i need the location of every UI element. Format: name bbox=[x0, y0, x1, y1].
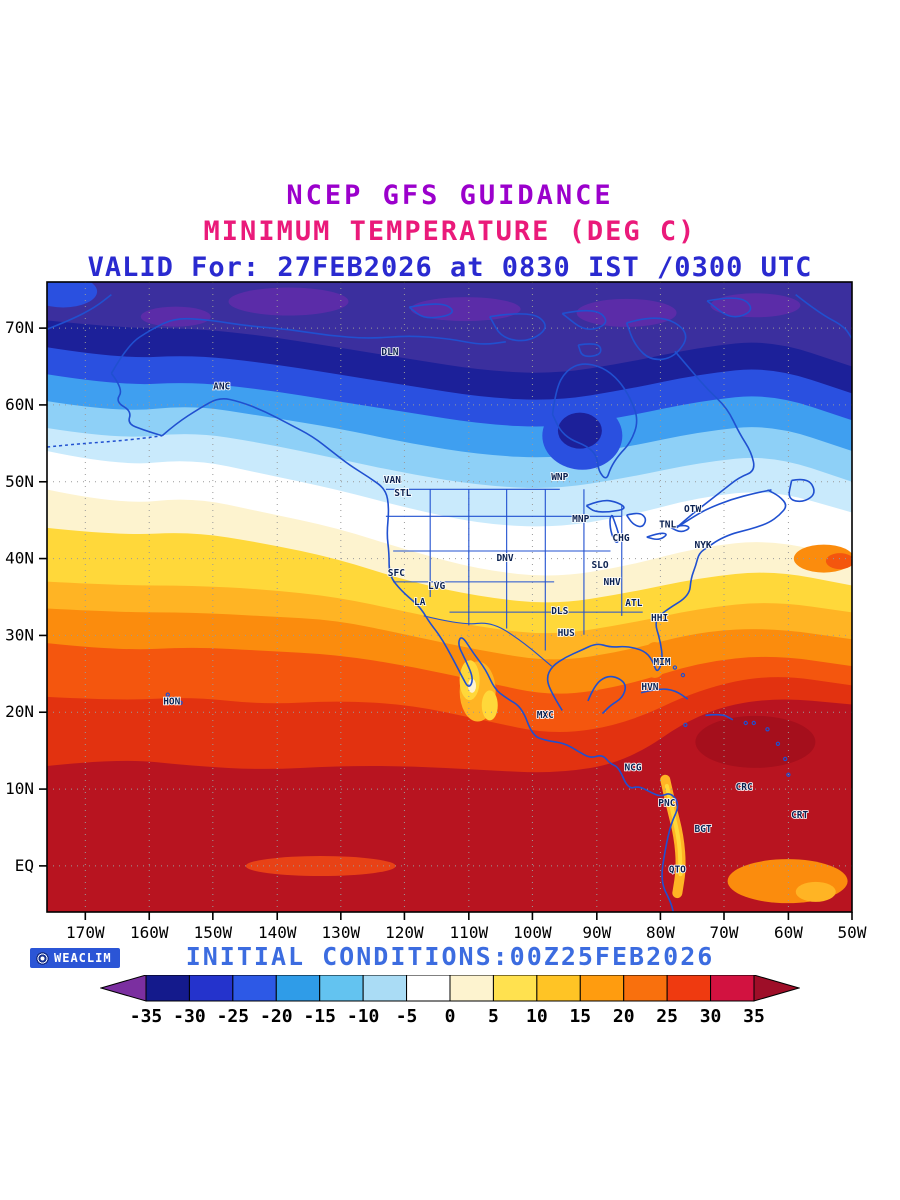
svg-text:MXC: MXC bbox=[537, 710, 554, 721]
svg-text:CRC: CRC bbox=[736, 782, 753, 793]
svg-text:DNV: DNV bbox=[496, 553, 513, 564]
colorbar: -35 -30 -25 -20 -15 -10 -5 0 5 10 15 20 25 30 35 bbox=[100, 975, 800, 1027]
svg-text:EQ: EQ bbox=[15, 856, 34, 875]
svg-text:-15: -15 bbox=[303, 1006, 336, 1027]
svg-text:CHG: CHG bbox=[612, 533, 629, 544]
svg-text:SLO: SLO bbox=[591, 560, 608, 571]
svg-text:80W: 80W bbox=[646, 923, 675, 942]
svg-text:120W: 120W bbox=[385, 923, 424, 942]
svg-text:20: 20 bbox=[613, 1006, 635, 1027]
svg-text:150W: 150W bbox=[194, 923, 233, 942]
svg-text:15: 15 bbox=[569, 1006, 591, 1027]
svg-text:110W: 110W bbox=[450, 923, 489, 942]
svg-text:HUS: HUS bbox=[558, 628, 575, 639]
svg-text:PNC: PNC bbox=[658, 798, 675, 809]
svg-text:ANC: ANC bbox=[213, 382, 230, 393]
svg-text:130W: 130W bbox=[322, 923, 361, 942]
svg-text:10: 10 bbox=[526, 1006, 548, 1027]
title-model: NCEP GFS GUIDANCE bbox=[286, 180, 614, 211]
svg-text:70W: 70W bbox=[710, 923, 739, 942]
initial-conditions-text: INITIAL CONDITIONS:00Z25FEB2026 bbox=[185, 942, 715, 971]
svg-text:MIM: MIM bbox=[653, 657, 670, 668]
svg-text:50W: 50W bbox=[838, 923, 867, 942]
svg-text:NCG: NCG bbox=[624, 762, 641, 773]
weaclim-logo-icon bbox=[36, 951, 49, 965]
svg-text:OTW: OTW bbox=[684, 504, 701, 515]
weaclim-label: WEACLIM bbox=[54, 951, 112, 965]
svg-text:60W: 60W bbox=[774, 923, 803, 942]
svg-text:50N: 50N bbox=[5, 472, 34, 491]
svg-text:STL: STL bbox=[394, 488, 411, 499]
svg-text:-20: -20 bbox=[260, 1006, 293, 1027]
svg-text:170W: 170W bbox=[66, 923, 105, 942]
svg-text:70N: 70N bbox=[5, 318, 34, 337]
svg-text:BGT: BGT bbox=[694, 824, 711, 835]
title-variable: MINIMUM TEMPERATURE (DEG C) bbox=[203, 216, 697, 247]
svg-text:HHI: HHI bbox=[651, 613, 668, 624]
svg-text:-10: -10 bbox=[347, 1006, 380, 1027]
svg-text:SFC: SFC bbox=[388, 568, 405, 579]
title-block: NCEP GFS GUIDANCE MINIMUM TEMPERATURE (D… bbox=[0, 180, 900, 283]
svg-text:30: 30 bbox=[700, 1006, 722, 1027]
svg-text:-30: -30 bbox=[173, 1006, 206, 1027]
svg-text:90W: 90W bbox=[582, 923, 611, 942]
svg-text:LA: LA bbox=[414, 597, 426, 608]
svg-text:-25: -25 bbox=[217, 1006, 250, 1027]
svg-text:CRT: CRT bbox=[791, 810, 808, 821]
temperature-map: DLN ANC VAN STL WNP MNP OTW TNL CHG NYK DNV SLO SFC L… bbox=[5, 281, 867, 942]
svg-text:DLS: DLS bbox=[551, 606, 568, 617]
svg-text:NHV: NHV bbox=[604, 577, 621, 588]
svg-text:30N: 30N bbox=[5, 625, 34, 644]
svg-text:5: 5 bbox=[488, 1006, 499, 1027]
svg-text:60N: 60N bbox=[5, 395, 34, 414]
svg-text:25: 25 bbox=[656, 1006, 678, 1027]
weaclim-badge: WEACLIM bbox=[30, 948, 120, 968]
svg-text:HON: HON bbox=[163, 697, 180, 708]
svg-text:140W: 140W bbox=[258, 923, 297, 942]
svg-text:HVN: HVN bbox=[641, 682, 658, 693]
svg-text:DLN: DLN bbox=[381, 347, 398, 358]
svg-text:20N: 20N bbox=[5, 702, 34, 721]
svg-text:ATL: ATL bbox=[625, 598, 642, 609]
svg-text:TNL: TNL bbox=[659, 520, 676, 531]
svg-text:40N: 40N bbox=[5, 549, 34, 568]
svg-text:160W: 160W bbox=[130, 923, 169, 942]
svg-text:NYK: NYK bbox=[694, 540, 711, 551]
svg-text:10N: 10N bbox=[5, 779, 34, 798]
svg-text:-5: -5 bbox=[396, 1006, 418, 1027]
svg-text:0: 0 bbox=[445, 1006, 456, 1027]
svg-text:VAN: VAN bbox=[384, 475, 401, 486]
svg-text:35: 35 bbox=[743, 1006, 765, 1027]
title-valid-time: VALID For: 27FEB2026 at 0830 IST /0300 U… bbox=[87, 252, 813, 283]
svg-text:-35: -35 bbox=[130, 1006, 163, 1027]
svg-text:100W: 100W bbox=[513, 923, 552, 942]
svg-text:WNP: WNP bbox=[551, 472, 568, 483]
svg-text:QTO: QTO bbox=[669, 864, 686, 875]
svg-text:LVG: LVG bbox=[428, 581, 445, 592]
svg-text:MNP: MNP bbox=[572, 514, 589, 525]
